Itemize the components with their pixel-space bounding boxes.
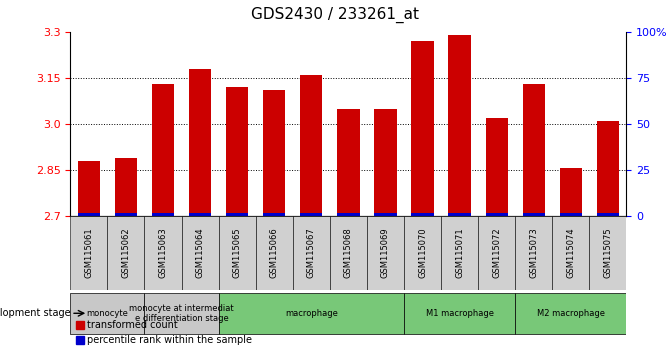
Bar (337, 109, 360, 216)
Text: monocyte at intermediat
e differentiation stage: monocyte at intermediat e differentiatio… (129, 304, 234, 323)
FancyBboxPatch shape (145, 216, 182, 290)
FancyBboxPatch shape (256, 216, 293, 290)
Bar (448, 213, 471, 216)
Text: GSM115071: GSM115071 (455, 228, 464, 279)
Bar (226, 213, 249, 216)
FancyBboxPatch shape (70, 292, 145, 334)
Text: monocyte: monocyte (86, 309, 129, 318)
Bar (486, 118, 508, 216)
FancyBboxPatch shape (293, 216, 330, 290)
FancyBboxPatch shape (404, 216, 441, 290)
Text: GSM115072: GSM115072 (492, 228, 501, 279)
Text: GSM115064: GSM115064 (196, 228, 204, 279)
FancyBboxPatch shape (515, 216, 552, 290)
FancyBboxPatch shape (441, 216, 478, 290)
Text: macrophage: macrophage (285, 309, 338, 318)
FancyBboxPatch shape (70, 216, 107, 290)
Text: GSM115073: GSM115073 (529, 228, 538, 279)
Bar (559, 213, 582, 216)
Text: GSM115066: GSM115066 (270, 228, 279, 279)
Text: M1 macrophage: M1 macrophage (425, 309, 494, 318)
Bar (411, 213, 433, 216)
Bar (152, 84, 174, 216)
FancyBboxPatch shape (107, 216, 145, 290)
FancyBboxPatch shape (218, 292, 404, 334)
Bar (263, 213, 285, 216)
Text: GSM115068: GSM115068 (344, 228, 353, 279)
Bar (559, 169, 582, 216)
Text: GSM115074: GSM115074 (566, 228, 576, 279)
FancyBboxPatch shape (552, 216, 590, 290)
Text: GSM115070: GSM115070 (418, 228, 427, 279)
Bar (78, 213, 100, 216)
Bar (300, 75, 322, 216)
FancyBboxPatch shape (478, 216, 515, 290)
Bar (115, 158, 137, 216)
Text: GSM115067: GSM115067 (307, 228, 316, 279)
Text: GDS2430 / 233261_at: GDS2430 / 233261_at (251, 7, 419, 23)
Bar (337, 213, 360, 216)
FancyBboxPatch shape (330, 216, 367, 290)
Bar (189, 69, 211, 216)
Text: development stage: development stage (0, 308, 71, 318)
FancyBboxPatch shape (590, 216, 626, 290)
Bar (152, 213, 174, 216)
Text: M2 macrophage: M2 macrophage (537, 309, 605, 318)
Bar (375, 109, 397, 216)
Text: GSM115065: GSM115065 (232, 228, 242, 279)
FancyBboxPatch shape (145, 292, 218, 334)
Bar (411, 41, 433, 216)
FancyBboxPatch shape (515, 292, 626, 334)
Bar (78, 161, 100, 216)
Bar (189, 213, 211, 216)
Bar (597, 121, 619, 216)
Bar (226, 87, 249, 216)
Bar (115, 213, 137, 216)
Text: GSM115062: GSM115062 (121, 228, 131, 279)
Bar (523, 84, 545, 216)
Text: GSM115075: GSM115075 (604, 228, 612, 279)
Bar (375, 213, 397, 216)
FancyBboxPatch shape (218, 216, 256, 290)
Bar (263, 90, 285, 216)
Bar (486, 213, 508, 216)
Bar (597, 213, 619, 216)
FancyBboxPatch shape (367, 216, 404, 290)
Text: GSM115061: GSM115061 (84, 228, 93, 279)
Bar (300, 213, 322, 216)
Text: GSM115069: GSM115069 (381, 228, 390, 279)
Bar (448, 35, 471, 216)
FancyBboxPatch shape (404, 292, 515, 334)
FancyBboxPatch shape (182, 216, 218, 290)
Text: GSM115063: GSM115063 (159, 228, 168, 279)
Bar (523, 213, 545, 216)
Legend: transformed count, percentile rank within the sample: transformed count, percentile rank withi… (72, 316, 257, 349)
